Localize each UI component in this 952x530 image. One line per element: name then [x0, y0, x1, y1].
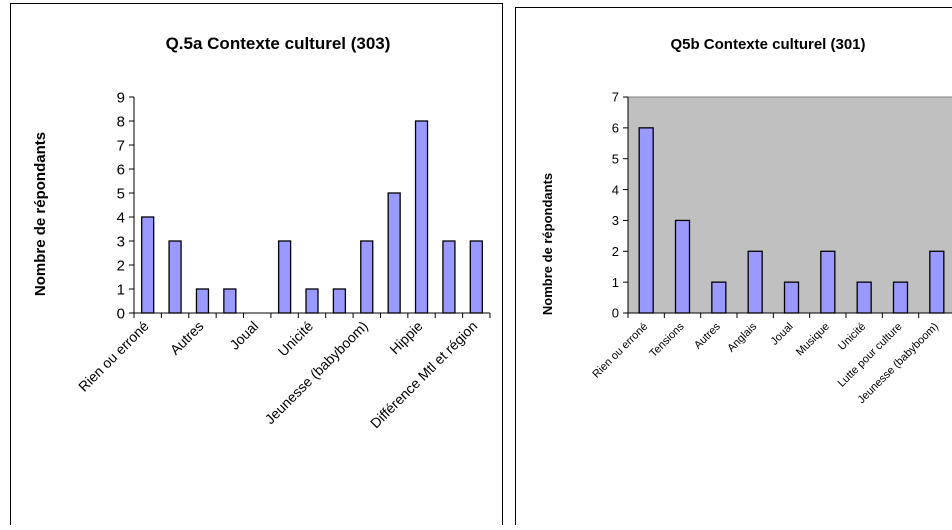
bar: [639, 128, 653, 313]
chart-q5a-y-axis-label: Nombre de répondants: [32, 132, 49, 296]
bar: [470, 241, 482, 313]
bar: [142, 217, 154, 313]
bar: [676, 220, 690, 313]
bar: [333, 289, 345, 313]
bar: [894, 282, 908, 313]
bar: [748, 251, 762, 313]
y-tick-label: 1: [612, 275, 619, 290]
y-tick-label: 7: [612, 90, 619, 105]
y-tick-label: 1: [117, 281, 125, 298]
y-tick-label: 6: [117, 161, 125, 178]
bar: [712, 282, 726, 313]
chart-q5a-frame: [11, 4, 503, 526]
y-tick-label: 3: [117, 233, 125, 250]
y-tick-label: 7: [117, 137, 125, 154]
y-tick-label: 4: [117, 209, 125, 226]
y-tick-label: 0: [117, 305, 125, 322]
chart-q5b: Q5b Contexte culturel (301) Nombre de ré…: [516, 8, 952, 526]
y-tick-label: 5: [612, 151, 619, 166]
bar: [196, 289, 208, 313]
bar: [785, 282, 799, 313]
y-tick-label: 2: [117, 257, 125, 274]
bar: [821, 251, 835, 313]
y-tick-label: 9: [117, 89, 125, 106]
y-tick-label: 3: [612, 213, 619, 228]
y-tick-label: 5: [117, 185, 125, 202]
y-tick-label: 4: [612, 182, 619, 197]
chart-q5a: Q.5a Contexte culturel (303) Nombre de r…: [11, 4, 503, 526]
chart-q5b-title: Q5b Contexte culturel (301): [670, 36, 865, 53]
bar: [224, 289, 236, 313]
y-tick-label: 6: [612, 121, 619, 136]
bar: [169, 241, 181, 313]
y-tick-label: 0: [612, 306, 619, 321]
bar: [361, 241, 373, 313]
bar: [443, 241, 455, 313]
chart-q5b-y-axis-label: Nombre de répondants: [540, 173, 555, 315]
chart-q5a-title: Q.5a Contexte culturel (303): [166, 34, 391, 53]
bar: [857, 282, 871, 313]
bar: [930, 251, 944, 313]
bar: [388, 193, 400, 313]
bar: [279, 241, 291, 313]
y-tick-label: 8: [117, 113, 125, 130]
bar: [306, 289, 318, 313]
bar: [416, 121, 428, 313]
y-tick-label: 2: [612, 244, 619, 259]
